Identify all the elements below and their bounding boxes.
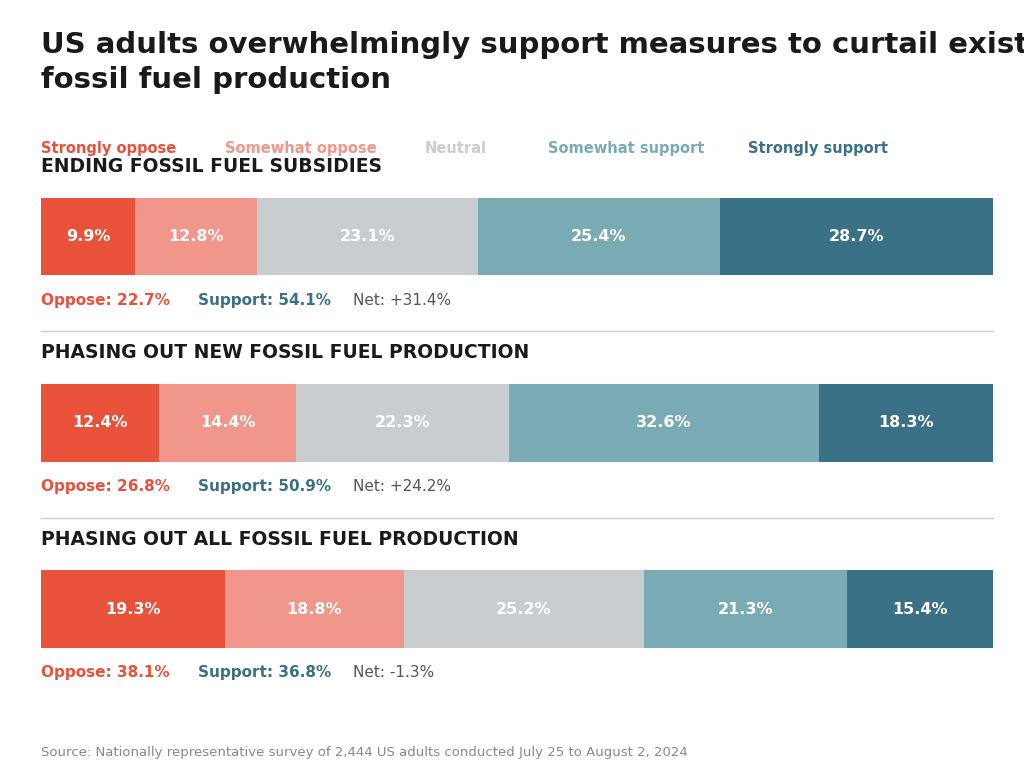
Text: Support: 54.1%: Support: 54.1% <box>198 293 331 308</box>
Bar <box>224 570 403 648</box>
Text: 15.4%: 15.4% <box>892 601 947 617</box>
Text: PHASING OUT NEW FOSSIL FUEL PRODUCTION: PHASING OUT NEW FOSSIL FUEL PRODUCTION <box>41 344 529 362</box>
Text: Support: 50.9%: Support: 50.9% <box>198 479 331 494</box>
Text: Support: 36.8%: Support: 36.8% <box>198 665 331 681</box>
Text: 25.4%: 25.4% <box>570 229 627 244</box>
Text: 12.8%: 12.8% <box>169 229 224 244</box>
Text: Source: Nationally representative survey of 2,444 US adults conducted July 25 to: Source: Nationally representative survey… <box>41 746 688 759</box>
Text: Net: +31.4%: Net: +31.4% <box>353 293 452 308</box>
Bar <box>403 570 644 648</box>
Bar <box>720 198 993 275</box>
Text: 21.3%: 21.3% <box>718 601 773 617</box>
Text: Neutral: Neutral <box>425 141 487 157</box>
Text: 12.4%: 12.4% <box>73 415 128 431</box>
Text: 14.4%: 14.4% <box>200 415 255 431</box>
Bar <box>41 384 159 462</box>
Bar <box>509 384 819 462</box>
Text: 9.9%: 9.9% <box>66 229 111 244</box>
Bar <box>159 384 296 462</box>
Bar <box>41 570 224 648</box>
Bar <box>477 198 720 275</box>
Text: Strongly support: Strongly support <box>748 141 888 157</box>
Text: Net: +24.2%: Net: +24.2% <box>353 479 452 494</box>
Bar <box>41 198 135 275</box>
Text: Oppose: 26.8%: Oppose: 26.8% <box>41 479 170 494</box>
Bar <box>847 570 993 648</box>
Text: Net: -1.3%: Net: -1.3% <box>353 665 434 681</box>
Text: 19.3%: 19.3% <box>105 601 161 617</box>
Bar <box>296 384 509 462</box>
Text: Oppose: 38.1%: Oppose: 38.1% <box>41 665 170 681</box>
Text: Oppose: 22.7%: Oppose: 22.7% <box>41 293 170 308</box>
Text: Somewhat oppose: Somewhat oppose <box>225 141 377 157</box>
Text: 25.2%: 25.2% <box>496 601 552 617</box>
Bar <box>644 570 847 648</box>
Text: 23.1%: 23.1% <box>340 229 395 244</box>
Text: 22.3%: 22.3% <box>375 415 430 431</box>
Text: Strongly oppose: Strongly oppose <box>41 141 176 157</box>
Text: ENDING FOSSIL FUEL SUBSIDIES: ENDING FOSSIL FUEL SUBSIDIES <box>41 158 382 176</box>
Text: US adults overwhelmingly support measures to curtail existing
fossil fuel produc: US adults overwhelmingly support measure… <box>41 31 1024 94</box>
Text: 28.7%: 28.7% <box>828 229 885 244</box>
Text: Somewhat support: Somewhat support <box>548 141 705 157</box>
Text: PHASING OUT ALL FOSSIL FUEL PRODUCTION: PHASING OUT ALL FOSSIL FUEL PRODUCTION <box>41 530 518 549</box>
Text: 18.8%: 18.8% <box>287 601 342 617</box>
Text: 18.3%: 18.3% <box>879 415 934 431</box>
Bar <box>819 384 993 462</box>
Bar <box>257 198 477 275</box>
Text: 32.6%: 32.6% <box>636 415 691 431</box>
Bar <box>135 198 257 275</box>
